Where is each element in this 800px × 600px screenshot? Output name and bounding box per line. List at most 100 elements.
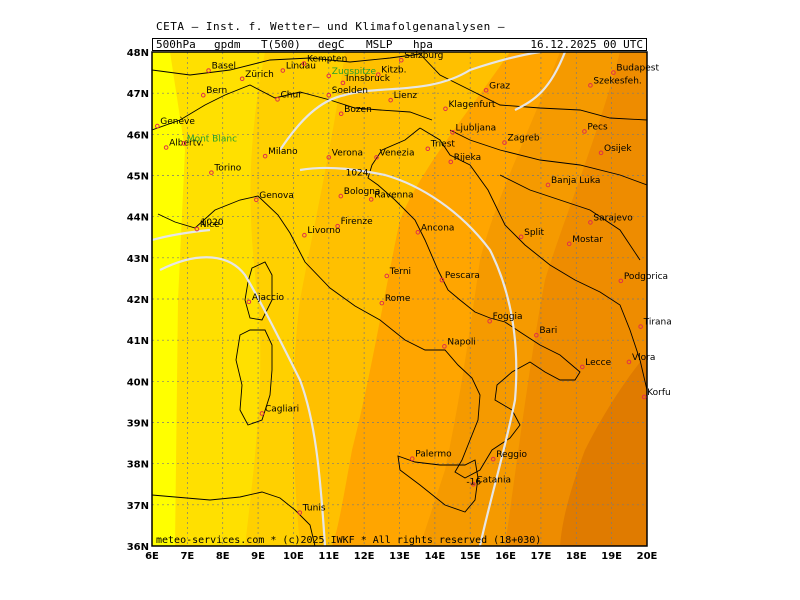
city-marker [326, 73, 332, 79]
isobar-value-label: 1020 [201, 218, 224, 228]
field-hpa-label: hpa [413, 38, 433, 51]
city-label: Klagenfurt [448, 100, 495, 110]
city-label: Kitzb. [381, 66, 406, 76]
city-label: Zagreb [508, 134, 540, 144]
city-marker [618, 278, 624, 284]
city-label: Salzburg [404, 51, 443, 61]
map-frame [151, 51, 648, 547]
city-marker [448, 159, 454, 165]
city-marker [326, 155, 332, 160]
city-label: Banja Luka [551, 176, 600, 186]
city-label: Nice [200, 220, 220, 230]
city-label: Catania [476, 475, 511, 485]
lon-tick-label: 6E [145, 551, 159, 562]
sardinia-coastline [235, 329, 273, 426]
level-label: 500hPa [156, 38, 196, 51]
lat-tick-label: 41N [127, 336, 149, 347]
city-marker [384, 273, 390, 279]
city-label: Szekesfeh. [593, 76, 641, 86]
city-marker [502, 140, 507, 145]
city-label: Foggia [493, 312, 523, 322]
city-marker [375, 72, 381, 77]
city-marker [641, 394, 647, 400]
isobar-value-label: -16 [466, 477, 481, 487]
city-marker [379, 300, 385, 306]
isobar-line [152, 228, 211, 242]
city-label: Livorno [307, 226, 341, 236]
city-label: Vlora [632, 353, 655, 363]
city-label: Pescara [445, 271, 480, 281]
city-marker [588, 83, 593, 88]
city-label: Tirana [643, 318, 672, 328]
city-label: Split [524, 228, 544, 238]
lon-tick-label: 9E [251, 551, 265, 562]
temp-band [560, 353, 647, 546]
footer-credit: meteo-services.com * (c)2025 IWKF * All … [156, 535, 541, 546]
city-marker [368, 197, 374, 202]
city-marker [398, 57, 404, 63]
city-label: Mont Blanc [187, 134, 237, 144]
city-label: Genève [160, 116, 195, 127]
header-bar: 500hPa gpdm T(500) degC MSLP hpa 16.12.2… [152, 38, 647, 51]
city-label: Bari [539, 326, 557, 336]
lon-tick-label: 20E [637, 551, 658, 562]
city-marker [301, 61, 307, 66]
lon-tick-label: 16E [495, 551, 516, 562]
city-marker [254, 197, 259, 203]
city-marker [409, 456, 415, 462]
city-label: Venezia [380, 148, 415, 158]
city-label: Ljubljana [456, 123, 497, 133]
lon-tick-label: 12E [354, 551, 375, 562]
city-marker [155, 123, 160, 129]
lon-tick-label: 7E [180, 551, 194, 562]
chart-title: CETA — Inst. f. Wetter— und Klimafolgena… [156, 20, 506, 33]
city-marker [487, 318, 492, 324]
city-label: Zugspitze [332, 67, 377, 77]
city-marker [340, 80, 346, 86]
datetime-label: 16.12.2025 00 UTC [530, 38, 643, 51]
lat-tick-label: 48N [127, 48, 149, 59]
city-marker [209, 170, 214, 175]
field-mslp-label: MSLP [366, 38, 393, 51]
lat-tick-label: 46N [127, 130, 149, 141]
city-label: Genova [259, 191, 294, 201]
city-marker [239, 76, 245, 82]
city-label: Innsbruck [346, 74, 391, 84]
city-marker [518, 234, 524, 240]
city-marker [534, 332, 539, 338]
city-marker [388, 97, 393, 103]
city-label: Sarajevo [593, 213, 633, 223]
city-label: Lindau [286, 62, 316, 72]
city-marker [626, 359, 632, 365]
city-label: Napoli [447, 337, 475, 347]
isobar-line [159, 256, 327, 546]
lat-tick-label: 40N [127, 377, 149, 388]
lon-tick-label: 10E [283, 551, 304, 562]
city-label: Kempten [307, 55, 347, 65]
city-marker [262, 153, 268, 159]
city-label: Rome [385, 294, 411, 304]
city-marker [579, 364, 585, 370]
lon-tick-label: 18E [566, 551, 587, 562]
city-label: Mostar [572, 235, 603, 245]
city-label: Soelden [332, 86, 368, 96]
city-label: Palermo [415, 450, 452, 460]
city-marker [297, 510, 303, 515]
city-marker [200, 92, 206, 98]
city-marker [259, 411, 265, 416]
lat-tick-label: 47N [127, 89, 149, 100]
city-marker [338, 193, 344, 199]
city-marker [302, 232, 307, 238]
city-label: Ajaccio [252, 293, 285, 303]
corsica-coastline [244, 261, 273, 321]
city-marker [611, 70, 616, 75]
city-marker [275, 97, 280, 102]
city-label: Graz [489, 81, 510, 91]
city-marker [598, 150, 604, 156]
lat-tick-label: 43N [127, 254, 149, 265]
city-marker [425, 146, 431, 152]
city-label: Podgorica [624, 272, 668, 282]
balkan-coastline [419, 127, 647, 391]
city-marker [588, 220, 593, 225]
